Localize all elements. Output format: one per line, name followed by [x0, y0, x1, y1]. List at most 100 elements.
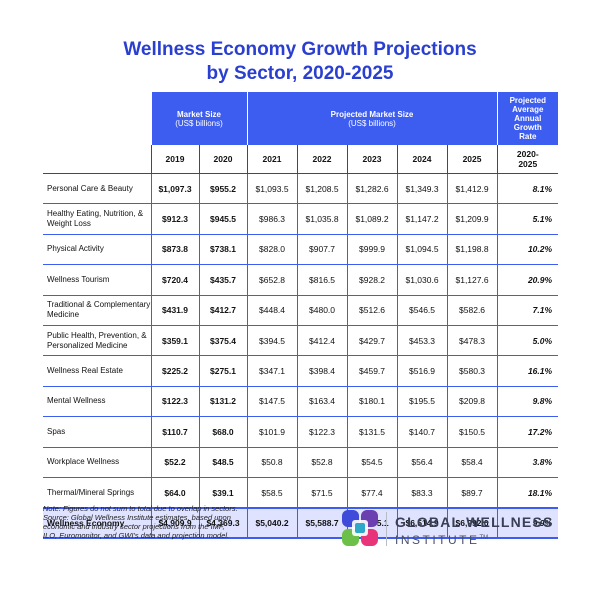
row-label: Thermal/Mineral Springs [43, 477, 151, 509]
brand-name: GLOBAL WELLNESS INSTITUTETM [395, 514, 560, 548]
growth-rate-cell: 7.1% [496, 295, 559, 326]
note-line: Source: Global Wellness Institute estima… [43, 513, 231, 522]
growth-rate-header-line: Annual [514, 114, 542, 123]
table-row: Personal Care & Beauty $1,097.3 $955.2 $1,0… [43, 173, 559, 205]
row-label: Workplace Wellness [43, 447, 151, 478]
source-note: Note: Figures do not sum to total due to… [43, 504, 313, 540]
row-label: Mental Wellness [43, 386, 151, 418]
value-cell: $516.9 [396, 355, 448, 387]
value-cell: $738.1 [198, 234, 248, 266]
value-cell: $394.5 [246, 325, 298, 357]
growth-rate-cell: 5.1% [496, 203, 559, 235]
value-cell: $131.2 [198, 386, 248, 418]
row-label: Wellness Real Estate [43, 355, 151, 387]
rate-period-line: 2025 [518, 159, 538, 169]
growth-rate-cell: 10.2% [496, 234, 559, 266]
value-cell: $652.8 [246, 264, 298, 296]
value-cell: $580.3 [446, 355, 498, 387]
brand-institute: INSTITUTE [395, 533, 480, 547]
gwi-logo-icon [342, 510, 378, 546]
row-label: Personal Care & Beauty [43, 173, 151, 205]
growth-rate-header-line: Rate [519, 132, 537, 141]
market-size-unit: (US$ billions) [175, 118, 223, 128]
value-cell: $68.0 [198, 416, 248, 448]
value-cell: $195.5 [396, 386, 448, 418]
market-size-header: Market Size (US$ billions) [150, 92, 248, 145]
rate-period-line: 2020- [516, 149, 539, 159]
table-row: Spas $110.7 $68.0 $101.9 $122.3 $131.5 $140.7 $… [43, 416, 559, 448]
title-line-1: Wellness Economy Growth Projections [123, 39, 477, 60]
value-cell: $131.5 [346, 416, 398, 448]
value-cell: $1,147.2 [396, 203, 448, 235]
value-cell: $986.3 [246, 203, 298, 235]
value-cell: $435.7 [198, 264, 248, 296]
value-cell: $375.4 [198, 325, 248, 357]
value-cell: $347.1 [246, 355, 298, 387]
value-cell: $225.2 [150, 355, 199, 387]
projected-size-title: Projected Market Size [330, 109, 414, 119]
value-cell: $52.2 [150, 447, 199, 478]
value-cell: $582.6 [446, 295, 498, 326]
value-cell: $77.4 [346, 477, 398, 509]
value-cell: $58.4 [446, 447, 498, 478]
growth-rate-header-line: Projected [509, 96, 547, 105]
value-cell: $816.5 [296, 264, 348, 296]
table-row: Mental Wellness $122.3 $131.2 $147.5 $163.4 $… [43, 386, 559, 418]
total-cell: $6,992.0 [446, 508, 498, 540]
table-row: Workplace Wellness $52.2 $48.5 $50.8 $52.8 $5… [43, 447, 559, 478]
page-title: Wellness Economy Growth Projections by S… [0, 38, 600, 86]
value-cell: $1,209.9 [446, 203, 498, 235]
year-corner-cell [43, 145, 151, 174]
value-cell: $1,208.5 [296, 173, 348, 205]
projected-size-unit: (US$ billions) [348, 118, 396, 128]
value-cell: $480.0 [296, 295, 348, 326]
value-cell: $101.9 [246, 416, 298, 448]
table-row: Public Health, Prevention, & Personalize… [43, 325, 559, 357]
value-cell: $431.9 [150, 295, 199, 326]
year-header: 2023 [346, 145, 398, 174]
total-label: Wellness Economy [43, 508, 151, 540]
value-cell: $907.7 [296, 234, 348, 266]
value-cell: $147.5 [246, 386, 298, 418]
growth-rate-cell: 16.1% [496, 355, 559, 387]
value-cell: $1,093.5 [246, 173, 298, 205]
value-cell: $453.3 [396, 325, 448, 357]
value-cell: $1,198.8 [446, 234, 498, 266]
value-cell: $54.5 [346, 447, 398, 478]
row-label: Spas [43, 416, 151, 448]
table-row: Wellness Real Estate $225.2 $275.1 $347.1 $3… [43, 355, 559, 387]
brand-line-1: GLOBAL WELLNESS [395, 514, 554, 530]
rate-period-header: 2020- 2025 [496, 145, 559, 174]
year-header: 2022 [296, 145, 348, 174]
projections-table: Market Size (US$ billions) Projected Mar… [43, 92, 559, 540]
value-cell: $110.7 [150, 416, 199, 448]
value-cell: $52.8 [296, 447, 348, 478]
value-cell: $999.9 [346, 234, 398, 266]
year-header: 2020 [198, 145, 248, 174]
value-cell: $89.7 [446, 477, 498, 509]
value-cell: $398.4 [296, 355, 348, 387]
table-row: Wellness Tourism $720.4 $435.7 $652.8 $816.5… [43, 264, 559, 296]
total-rate: 9.9% [496, 508, 559, 540]
growth-rate-cell: 18.1% [496, 477, 559, 509]
value-cell: $1,097.3 [150, 173, 199, 205]
value-cell: $56.4 [396, 447, 448, 478]
year-header: 2021 [246, 145, 298, 174]
note-line: Note: Figures do not sum to total due to… [43, 504, 238, 513]
value-cell: $150.5 [446, 416, 498, 448]
total-cell: $6,514.9 [396, 508, 448, 540]
value-cell: $512.6 [346, 295, 398, 326]
value-cell: $546.5 [396, 295, 448, 326]
brand-line-2: INSTITUTETM [395, 530, 560, 548]
value-cell: $1,127.6 [446, 264, 498, 296]
growth-rate-header-line: Average [512, 105, 544, 114]
value-cell: $58.5 [246, 477, 298, 509]
value-cell: $412.7 [198, 295, 248, 326]
value-cell: $39.1 [198, 477, 248, 509]
value-cell: $1,030.6 [396, 264, 448, 296]
corner-cell [43, 92, 151, 145]
table-row: Thermal/Mineral Springs $64.0 $39.1 $58.5 $7… [43, 477, 559, 509]
value-cell: $1,412.9 [446, 173, 498, 205]
value-cell: $163.4 [296, 386, 348, 418]
trademark-mark: TM [479, 535, 489, 541]
